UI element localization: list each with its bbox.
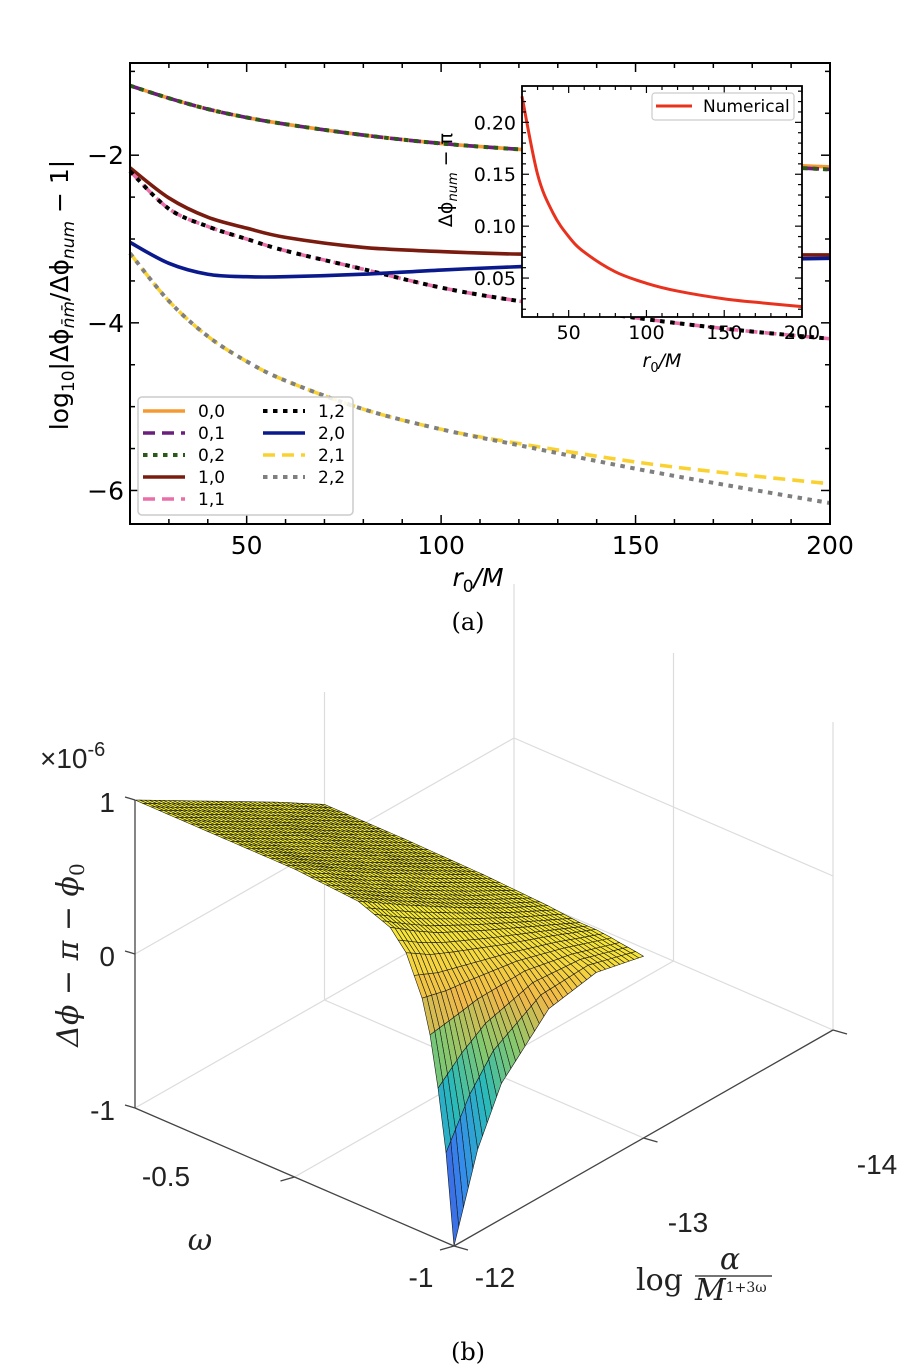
omega-tick-mark <box>280 1176 295 1182</box>
log-alpha-tick-mark <box>643 1137 658 1143</box>
main-x-axis-label: r0/M <box>452 563 503 597</box>
inset-y-tick-label: 0.15 <box>474 164 516 186</box>
inset-x-tick-label: 100 <box>628 322 664 344</box>
inset-ticks: 50 100 150 200 0.05 0.10 0.15 0.20 <box>474 86 820 344</box>
inset-chart: 50 100 150 200 0.05 0.10 0.15 0.20 Numerical r0… <box>435 85 820 376</box>
legend-label-1-2: 1,2 <box>318 402 345 422</box>
inset-x-label-r: r <box>643 350 652 372</box>
legend-label-0-1: 0,1 <box>198 424 225 444</box>
inset-legend: Numerical <box>651 92 795 121</box>
x-tick-label: 200 <box>806 531 854 560</box>
inset-x-axis-label: r0/M <box>643 350 682 376</box>
inset-x-tick-label: 50 <box>557 322 581 344</box>
inset-legend-label-numerical: Numerical <box>703 97 790 117</box>
log-alpha-tick-mark <box>453 1245 469 1251</box>
inset-y-axis-label: Δϕnum − π <box>435 133 461 227</box>
y-tick-label: −2 <box>87 141 124 170</box>
x-tick-label: 50 <box>231 531 263 560</box>
legend-label-2-1: 2,1 <box>318 446 345 466</box>
omega-tick-label: -0.5 <box>142 1161 190 1192</box>
y-label-sub-num: num <box>59 221 79 259</box>
inset-legend-box <box>651 92 795 121</box>
legend-label-1-1: 1,1 <box>198 490 225 510</box>
series-line-1-1 <box>128 169 831 341</box>
y-tick-label: −6 <box>87 476 124 505</box>
log-alpha-tick-label: -12 <box>475 1262 515 1293</box>
y-tick-label: −4 <box>87 309 124 338</box>
x-tick-label: 100 <box>417 531 465 560</box>
legend-label-0-2: 0,2 <box>198 446 225 466</box>
log-alpha-label-denominator: M1+3ω <box>694 1273 767 1308</box>
omega-tick-mark <box>439 1245 455 1251</box>
z-multiplier-exponent: -6 <box>88 739 106 761</box>
legend-label-1-0: 1,0 <box>198 468 225 488</box>
denominator-exponent: 1+3ω <box>726 1280 767 1296</box>
inset-background <box>522 86 802 317</box>
inset-y-tick-label: 0.05 <box>474 268 516 290</box>
legend-label-2-0: 2,0 <box>318 424 345 444</box>
legend-label-2-2: 2,2 <box>318 468 345 488</box>
legend-box <box>137 396 354 516</box>
y-label-mid2: /Δϕ <box>45 259 74 301</box>
log-alpha-label-numerator: α <box>720 1242 740 1277</box>
z-label-sub: 0 <box>65 863 89 876</box>
z-tick-mark <box>124 950 136 955</box>
omega-axis-label: ω <box>188 1223 212 1258</box>
log-alpha-tick-label: -14 <box>857 1149 897 1180</box>
y-label-mid: |Δϕ <box>45 328 74 370</box>
inset-series-line-numerical <box>520 96 803 309</box>
z-tick-label: 1 <box>99 787 115 818</box>
surface-mesh <box>134 799 644 1247</box>
surface-cell <box>445 1140 460 1247</box>
x-tick-label: 150 <box>612 531 660 560</box>
z-tick-label: 0 <box>99 941 115 972</box>
log-alpha-tick-mark <box>832 1029 848 1035</box>
inset-y-label-sub: num <box>446 172 461 201</box>
series-line-1-2 <box>128 169 831 341</box>
z-multiplier: ×10-6 <box>40 739 105 774</box>
z-label-main: Δϕ − π − ϕ <box>51 876 86 1048</box>
inset-x-label-sub: 0 <box>650 361 658 376</box>
inset-curves <box>520 96 803 309</box>
main-legend: 0,00,10,21,01,1 1,22,02,12,2 <box>137 396 354 516</box>
x-label-sub: 0 <box>463 577 474 597</box>
y-label-log: log <box>45 392 74 430</box>
z-multiplier-base: ×10 <box>40 743 88 774</box>
y-label-sub10: 10 <box>59 370 79 392</box>
inset-y-label-post: − π <box>435 133 457 172</box>
y-label-post: − 1| <box>45 160 74 221</box>
z-axis-label: Δϕ − π − ϕ0 <box>51 863 89 1047</box>
z-tick-mark <box>124 1104 136 1109</box>
panel-b-surface-plot: 10-1-0.5-1 -12-13-14 ×10-6 Δϕ − π − ϕ0 ω … <box>40 584 897 1366</box>
inset-x-tick-label: 200 <box>784 322 820 344</box>
panel-a-line-chart: 50 100 150 200−2−4−6 r0/M log10|Δϕn̄m̄/Δϕnu… <box>45 62 854 636</box>
log-alpha-label-log: log <box>636 1263 683 1298</box>
surface-axes: 1 0 -1 -0.5 -1 -12 -13 -14 <box>90 787 897 1293</box>
x-label-r: r <box>452 563 464 592</box>
log-alpha-axis-label: log α M1+3ω <box>636 1242 772 1308</box>
panel-b-caption: (b) <box>451 1338 485 1366</box>
legend-label-0-0: 0,0 <box>198 402 225 422</box>
main-plot-ticks: 50 100 150 200 −2 −4 −6 <box>87 63 854 560</box>
denominator-M: M <box>694 1273 727 1308</box>
z-tick-mark <box>124 796 136 801</box>
inset-y-tick-label: 0.20 <box>474 112 516 134</box>
series-line-2-1 <box>128 252 831 486</box>
inset-y-tick-label: 0.10 <box>474 216 516 238</box>
inset-y-label-pre: Δϕ <box>435 202 457 228</box>
z-tick-label: -1 <box>90 1095 115 1126</box>
series-line-2-2 <box>128 252 831 506</box>
main-y-axis-label: log10|Δϕn̄m̄/Δϕnum − 1| <box>45 160 79 430</box>
inset-x-label-rest: /M <box>657 350 682 372</box>
x-label-rest: /M <box>472 563 504 592</box>
panel-a-caption: (a) <box>451 608 484 636</box>
inset-x-tick-label: 150 <box>706 322 742 344</box>
omega-tick-label: -1 <box>409 1262 434 1293</box>
log-alpha-tick-label: -13 <box>668 1207 708 1238</box>
y-label-sub-nm: n̄m̄ <box>59 301 79 328</box>
